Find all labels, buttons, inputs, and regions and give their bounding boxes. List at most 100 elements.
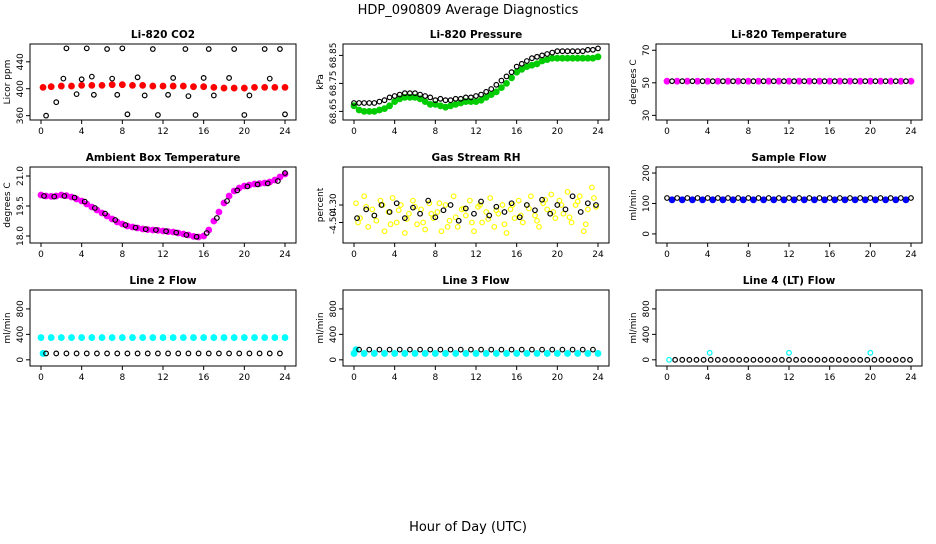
data-point [866,77,874,85]
data-point [376,98,383,105]
data-point [528,193,534,200]
data-point [114,350,121,357]
x-tick-label: 16 [511,373,523,383]
data-point [515,197,522,204]
data-point [185,93,192,100]
data-point [109,75,116,82]
data-point [98,81,106,89]
panel-2: Li-820 Pressure kPa 0 4 8 12 16 20 24 68.65 68.75 6… [316,29,610,137]
y-tick-label: 0 [642,231,652,237]
data-point [534,217,540,224]
data-point [442,350,449,357]
data-point [261,334,269,341]
data-point [492,350,500,357]
panel-title: Sample Flow [751,152,826,164]
y-axis-label: ml/min [629,189,639,220]
data-point [836,77,844,85]
data-point [707,356,714,363]
data-point [664,195,670,201]
data-point [369,206,376,213]
data-point [519,219,526,226]
panel-3: Li-820 Temperature degrees C 0 4 8 12 16 20 24 30… [629,29,923,137]
series-2 [669,78,909,85]
data-point [118,334,126,341]
data-point [165,350,171,357]
data-point [381,228,388,235]
x-tick-label: 20 [552,373,564,383]
data-point [892,196,900,204]
data-point [580,228,587,235]
data-point [462,350,470,357]
data-point [236,350,243,357]
data-point [371,100,378,106]
data-point [406,210,412,217]
data-point [195,350,202,357]
series-2 [664,195,914,201]
x-tick-label: 20 [865,373,877,383]
x-tick-label: 8 [432,373,438,383]
data-point [193,233,200,240]
y-tick-label: 18.0 [16,226,26,246]
data-point [885,356,892,363]
x-tick-label: 0 [664,250,670,260]
data-point [381,105,388,112]
data-point [122,222,129,228]
data-point [434,209,441,215]
data-point [508,74,515,82]
data-point [778,356,785,363]
data-point [438,228,445,235]
data-point [68,334,75,341]
data-point [511,215,518,222]
data-point [498,77,505,84]
data-point [821,356,828,363]
data-point [78,334,86,341]
x-tick-label: 24 [905,127,917,137]
data-point [57,334,65,341]
data-point [683,77,691,85]
x-tick-label: 8 [745,373,751,383]
x-tick-label: 4 [79,373,85,383]
data-point [498,84,505,91]
data-point [882,196,889,204]
data-point [240,84,248,92]
data-point [169,82,177,90]
data-point [73,350,80,357]
data-point [271,83,279,91]
data-point [444,223,451,230]
data-point [200,334,208,341]
data-point [903,78,909,85]
data-point [714,356,721,363]
data-point [190,334,197,341]
x-tick-label: 8 [119,250,125,260]
data-point [266,350,273,357]
data-point [462,205,469,212]
data-point [182,46,189,52]
panel-7: Line 2 Flow ml/min 0 4 8 12 16 20 24 0 400 800 [3,275,297,383]
x-tick-label: 20 [239,373,251,383]
x-tick-label: 20 [239,127,251,137]
data-point [386,209,393,215]
panel-frame [655,166,923,244]
data-point [899,356,906,363]
data-point [828,356,835,363]
data-point [363,203,370,210]
data-point [391,350,399,357]
data-point [381,350,388,357]
panel-6: Sample Flow ml/min 0 4 8 12 16 20 24 0 100 200 [629,152,923,260]
x-tick-label: 20 [865,127,877,137]
data-point [78,76,85,83]
data-point [60,75,67,82]
data-point [729,196,737,204]
data-point [847,195,853,201]
x-tick-label: 16 [511,250,523,260]
data-point [826,77,834,85]
data-point [704,195,711,201]
data-point [417,346,423,353]
data-point [386,102,393,110]
data-point [442,202,449,208]
data-point [709,196,717,204]
x-tick-label: 16 [824,127,836,137]
data-point [729,356,735,363]
data-point [548,191,555,198]
data-point [231,46,238,52]
